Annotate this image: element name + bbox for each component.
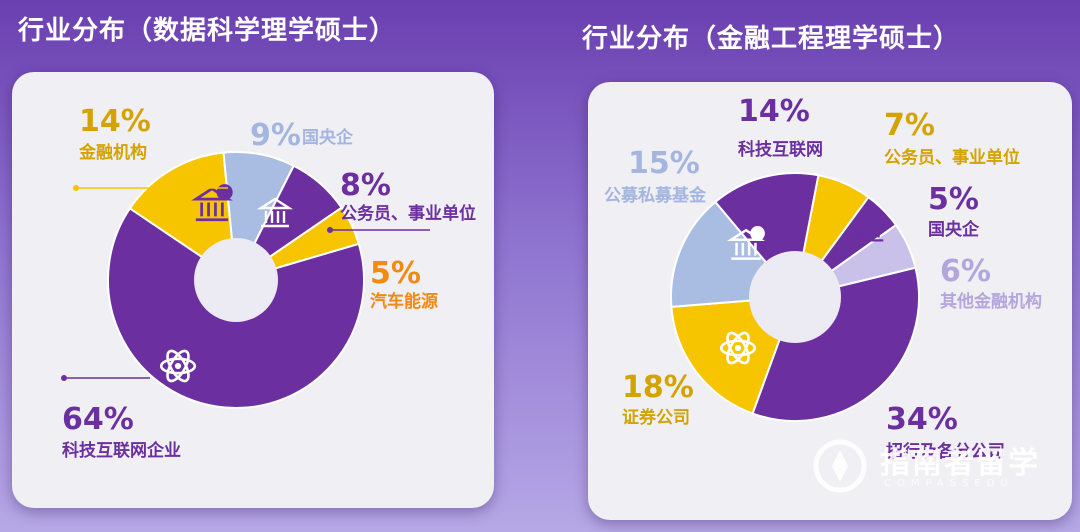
- watermark-logo: 指南者留学 COMPASSEDU: [810, 436, 1060, 496]
- right-label-pct-securities: 18%: [622, 370, 694, 405]
- left-leader-tech-dot: [61, 375, 67, 381]
- left-donut-hole: [194, 238, 278, 322]
- atom-icon: [159, 349, 197, 383]
- right-label-tech: 科技互联网: [738, 140, 823, 160]
- left-label-pct-soe: 9%: [250, 118, 301, 153]
- right-label-pct-gov: 7%: [884, 108, 935, 143]
- atom-icon: [719, 331, 757, 365]
- bank-icon: [852, 213, 888, 242]
- right-label-pct-soe: 5%: [928, 182, 979, 217]
- right-label-fund: 公募私募基金: [604, 186, 706, 206]
- right-label-securities: 证券公司: [622, 408, 690, 428]
- coin-icon: [750, 226, 765, 241]
- right-label-pct-other-fin: 6%: [940, 254, 991, 289]
- right-label-other-fin: 其他金融机构: [940, 292, 1042, 312]
- left-chart-title: 行业分布（数据科学理学硕士）: [18, 16, 397, 46]
- bank-icon: [256, 197, 294, 228]
- left-label-pct-finance: 14%: [79, 104, 151, 139]
- right-chart-title: 行业分布（金融工程理学硕士）: [582, 24, 961, 54]
- right-label-soe: 国央企: [928, 220, 979, 240]
- left-label-auto: 汽车能源: [370, 292, 438, 312]
- left-label-soe: 国央企: [302, 128, 353, 148]
- left-label-tech: 科技互联网企业: [62, 441, 181, 461]
- right-donut-hole: [749, 251, 841, 343]
- left-label-pct-gov: 8%: [340, 168, 391, 203]
- right-label-gov: 公务员、事业单位: [884, 148, 1020, 168]
- left-label-gov: 公务员、事业单位: [340, 204, 476, 224]
- left-leader-finance-dot: [73, 185, 79, 191]
- right-label-pct-tech: 14%: [738, 94, 810, 129]
- bank-icon: [191, 187, 233, 222]
- right-label-pct-cmb: 34%: [886, 402, 958, 437]
- left-label-pct-auto: 5%: [370, 256, 421, 291]
- compass-logo-icon: [813, 439, 867, 493]
- right-label-cmb: 招行及各分公司: [886, 442, 1005, 462]
- left-label-pct-tech: 64%: [62, 402, 134, 437]
- left-label-finance: 金融机构: [79, 143, 147, 163]
- watermark-sub: COMPASSEDU: [884, 478, 1014, 489]
- watermark-text: 指南者留学: [880, 446, 1040, 481]
- right-label-pct-fund: 15%: [628, 146, 700, 181]
- left-leader-gov-dot: [327, 227, 333, 233]
